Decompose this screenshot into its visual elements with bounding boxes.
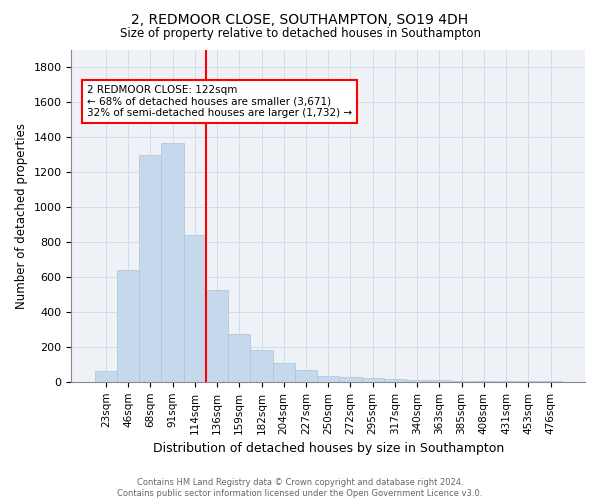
Bar: [117, 270, 139, 382]
Bar: [362, 378, 384, 382]
Bar: [161, 142, 184, 382]
Bar: [428, 380, 451, 382]
X-axis label: Distribution of detached houses by size in Southampton: Distribution of detached houses by size …: [152, 442, 504, 455]
Bar: [184, 235, 206, 382]
Bar: [272, 364, 295, 382]
Bar: [206, 290, 228, 382]
Y-axis label: Number of detached properties: Number of detached properties: [15, 123, 28, 309]
Bar: [340, 378, 362, 382]
Text: Contains HM Land Registry data © Crown copyright and database right 2024.
Contai: Contains HM Land Registry data © Crown c…: [118, 478, 482, 498]
Bar: [384, 379, 406, 382]
Bar: [406, 380, 428, 382]
Bar: [451, 381, 473, 382]
Bar: [228, 334, 250, 382]
Bar: [473, 381, 495, 382]
Bar: [95, 372, 117, 382]
Bar: [250, 350, 272, 382]
Bar: [139, 155, 161, 382]
Text: 2 REDMOOR CLOSE: 122sqm
← 68% of detached houses are smaller (3,671)
32% of semi: 2 REDMOOR CLOSE: 122sqm ← 68% of detache…: [87, 85, 352, 118]
Text: Size of property relative to detached houses in Southampton: Size of property relative to detached ho…: [119, 28, 481, 40]
Bar: [295, 370, 317, 382]
Text: 2, REDMOOR CLOSE, SOUTHAMPTON, SO19 4DH: 2, REDMOOR CLOSE, SOUTHAMPTON, SO19 4DH: [131, 12, 469, 26]
Bar: [317, 376, 340, 382]
